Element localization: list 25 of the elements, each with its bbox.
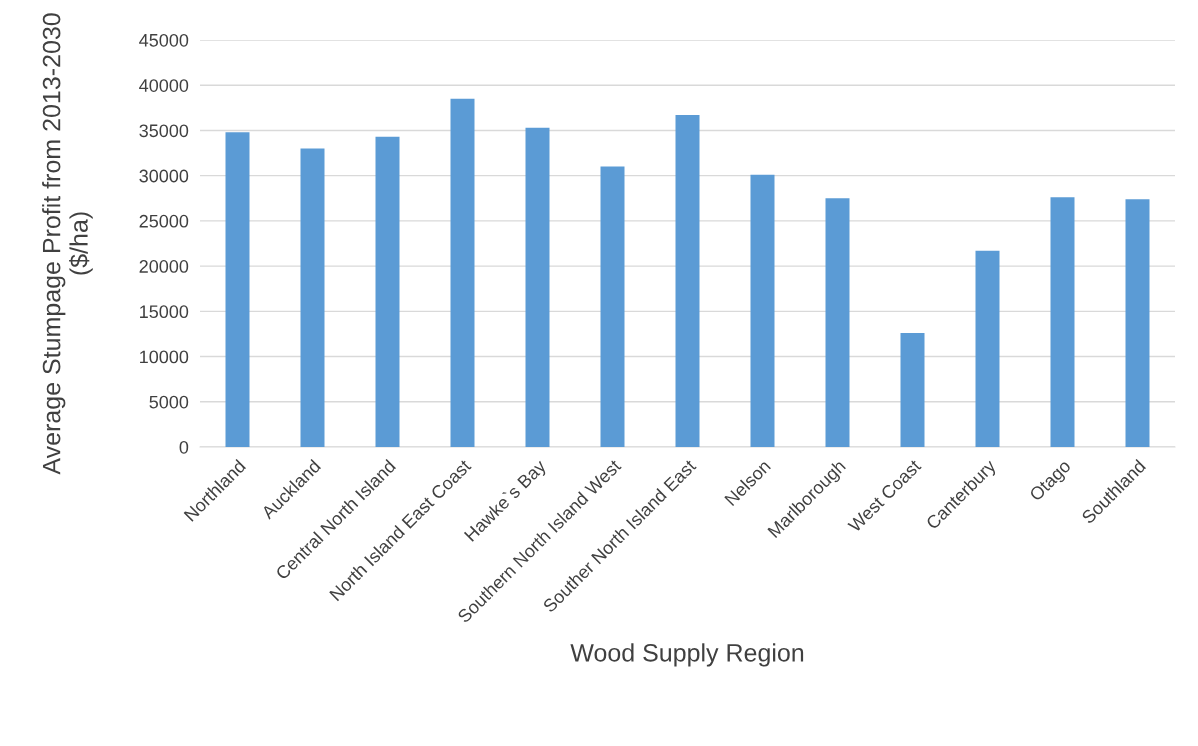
- bar: [525, 127, 550, 447]
- bar: [375, 136, 400, 447]
- bar: [675, 115, 700, 447]
- bar: [825, 198, 850, 447]
- bar: [750, 174, 775, 447]
- y-tick-label: 5000: [149, 395, 189, 409]
- bar: [900, 333, 925, 447]
- bar: [600, 166, 625, 447]
- bar: [300, 148, 325, 447]
- y-tick-label: 45000: [139, 33, 189, 47]
- bar: [450, 98, 475, 447]
- y-tick-label: 15000: [140, 305, 189, 319]
- y-tick-label: 10000: [140, 350, 189, 364]
- y-tick-label: 20000: [139, 260, 189, 273]
- x-axis-title: Wood Supply Region: [570, 643, 804, 667]
- y-tick-label: 40000: [139, 79, 189, 92]
- y-tick-label: 0: [179, 440, 189, 454]
- y-axis-title: Average Stumpage Profit from 2013-2030 ($/ha): [42, 13, 93, 475]
- bar: [975, 250, 1000, 447]
- bar: [225, 132, 250, 447]
- bar: [1125, 199, 1150, 447]
- y-tick-label: 30000: [139, 169, 189, 183]
- y-tick-label: 35000: [139, 124, 189, 138]
- y-tick-label: 25000: [139, 214, 189, 228]
- bar: [1050, 197, 1075, 447]
